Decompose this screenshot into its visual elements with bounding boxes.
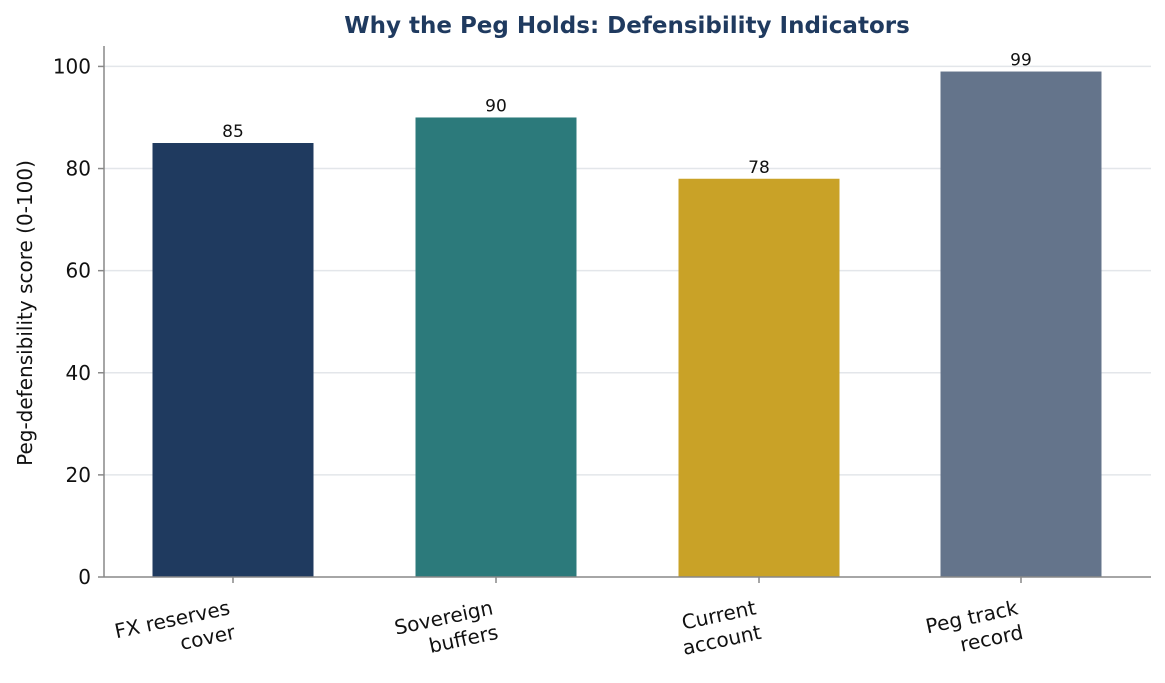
bars	[152, 71, 1102, 578]
y-tick-label: 20	[66, 463, 91, 487]
bar-value-label: 85	[222, 122, 244, 142]
bar	[940, 71, 1102, 578]
y-tick-label: 60	[66, 259, 91, 283]
bar-value-label: 90	[485, 96, 507, 116]
bar-value-label: 78	[748, 158, 770, 178]
y-tick-label: 40	[66, 361, 91, 385]
y-tick-label: 0	[78, 565, 91, 589]
chart-title: Why the Peg Holds: Defensibility Indicat…	[344, 13, 910, 39]
bar	[678, 178, 840, 577]
y-tick-label: 80	[66, 157, 91, 181]
y-axis-label: Peg-defensibility score (0-100)	[13, 160, 37, 466]
bar	[415, 117, 577, 577]
bar-value-label: 99	[1010, 51, 1032, 71]
axes	[98, 46, 1151, 583]
bar	[152, 143, 314, 577]
y-tick-label: 100	[53, 54, 91, 78]
